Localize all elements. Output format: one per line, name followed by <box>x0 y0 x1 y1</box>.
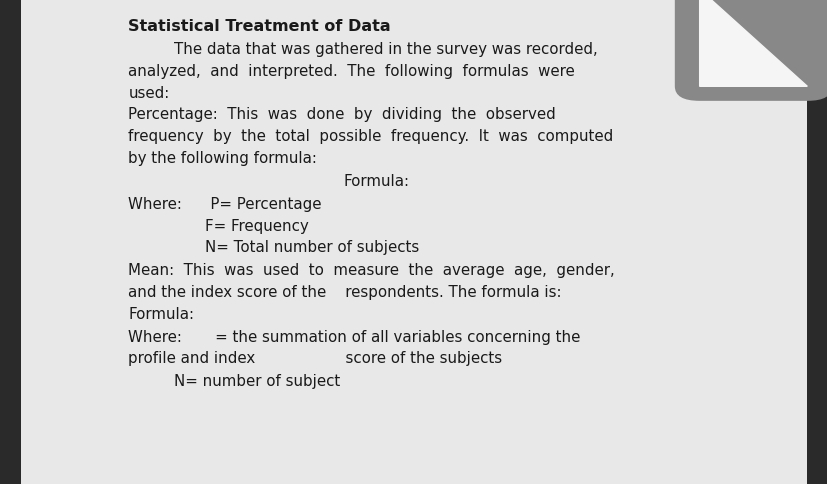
Text: N= number of subject: N= number of subject <box>174 374 340 388</box>
Text: Formula:: Formula: <box>343 174 409 188</box>
FancyBboxPatch shape <box>0 0 21 484</box>
Text: analyzed,  and  interpreted.  The  following  formulas  were: analyzed, and interpreted. The following… <box>128 64 575 78</box>
Text: profile and index                   score of the subjects: profile and index score of the subjects <box>128 351 502 365</box>
Text: by the following formula:: by the following formula: <box>128 151 317 166</box>
Text: Statistical Treatment of Data: Statistical Treatment of Data <box>128 19 390 34</box>
Text: Mean:  This  was  used  to  measure  the  average  age,  gender,: Mean: This was used to measure the avera… <box>128 263 614 277</box>
Text: and the index score of the    respondents. The formula is:: and the index score of the respondents. … <box>128 285 562 299</box>
Text: The data that was gathered in the survey was recorded,: The data that was gathered in the survey… <box>174 42 597 57</box>
Polygon shape <box>699 0 806 87</box>
Text: Where:      P= Percentage: Where: P= Percentage <box>128 197 322 211</box>
Text: frequency  by  the  total  possible  frequency.  It  was  computed: frequency by the total possible frequenc… <box>128 129 613 144</box>
FancyBboxPatch shape <box>806 0 827 484</box>
Text: N= Total number of subjects: N= Total number of subjects <box>205 240 419 255</box>
Text: Percentage:  This  was  done  by  dividing  the  observed: Percentage: This was done by dividing th… <box>128 107 556 122</box>
Text: F= Frequency: F= Frequency <box>205 218 308 233</box>
Text: Formula:: Formula: <box>128 306 194 321</box>
Text: used:: used: <box>128 86 170 100</box>
FancyBboxPatch shape <box>674 0 827 102</box>
Text: Where:       = the summation of all variables concerning the: Where: = the summation of all variables … <box>128 329 580 344</box>
